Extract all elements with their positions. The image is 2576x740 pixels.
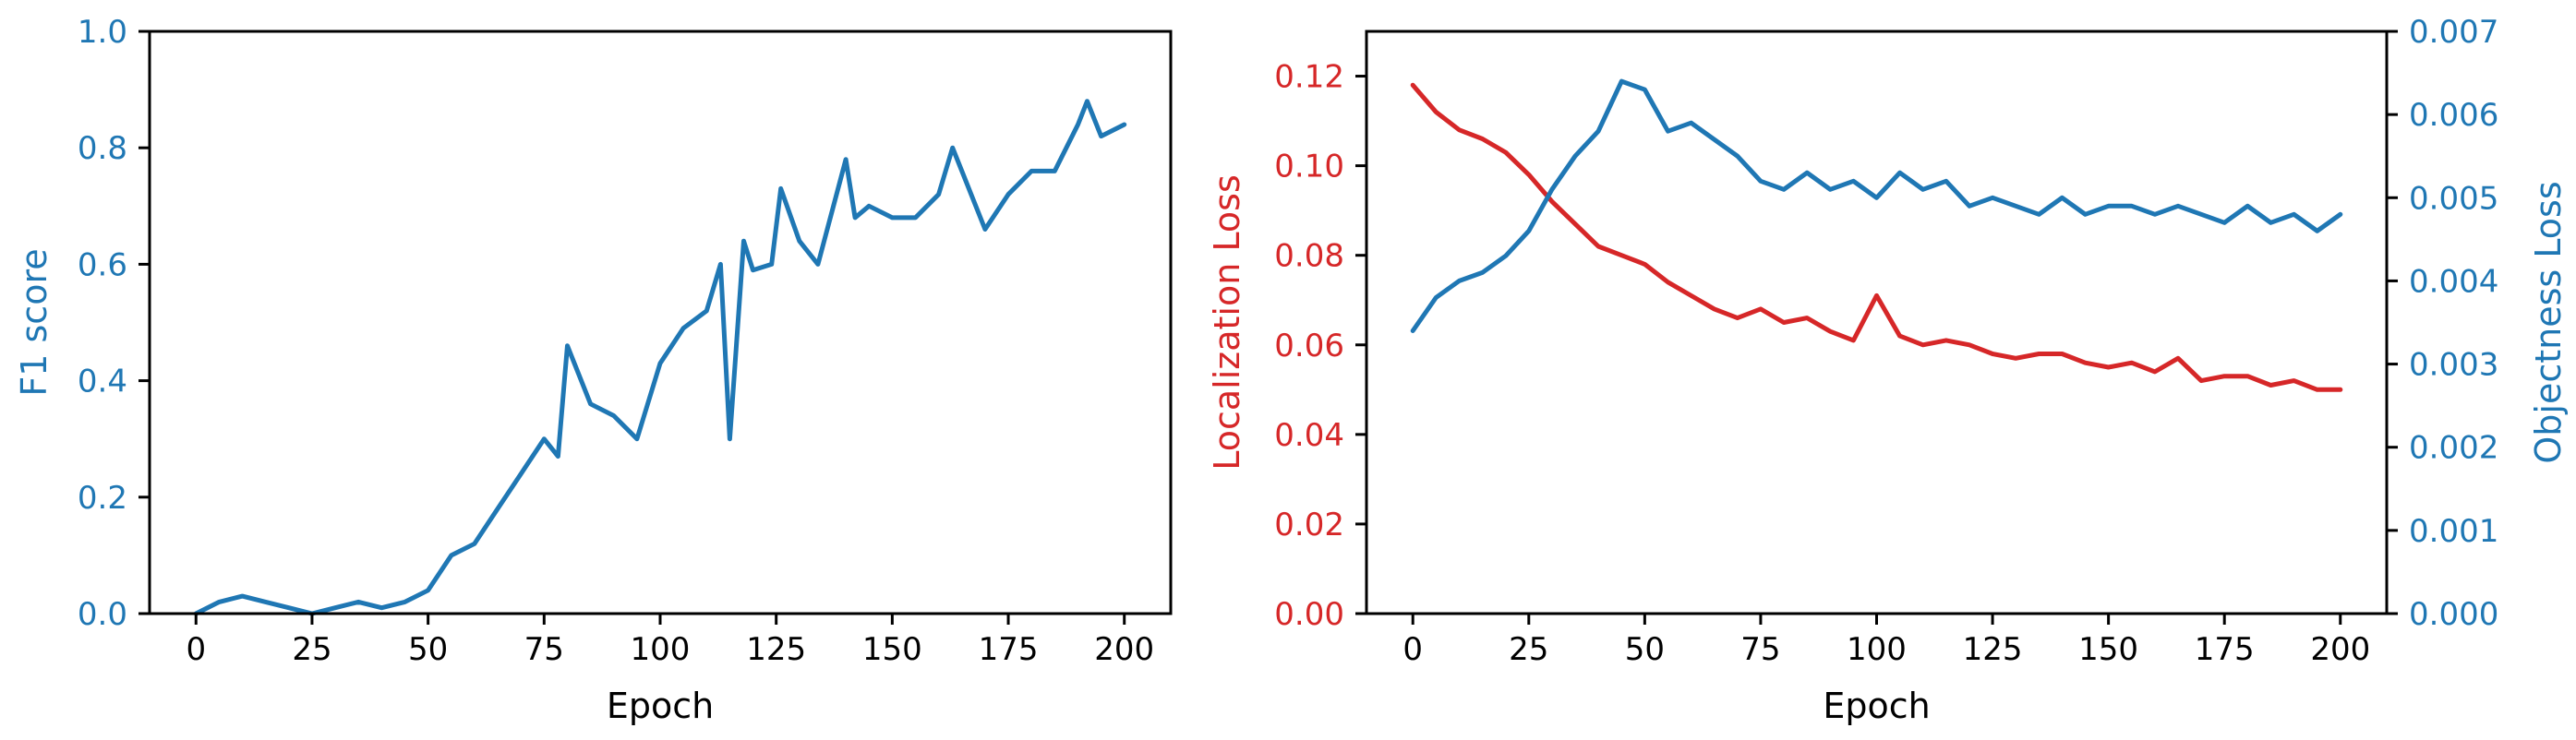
y-right-tick-label-1-7: 0.007 — [2409, 14, 2498, 51]
x-tick-label-0-0: 0 — [186, 631, 206, 668]
y-tick-label-0-2: 0.4 — [78, 364, 127, 400]
y-tick-label-0-4: 0.8 — [78, 130, 127, 167]
x-tick-label-1-4: 100 — [1847, 631, 1907, 668]
y-right-tick-label-1-3: 0.003 — [2409, 347, 2498, 384]
x-tick-label-0-5: 125 — [746, 631, 806, 668]
x-tick-label-1-1: 25 — [1509, 631, 1548, 668]
x-tick-label-1-5: 125 — [1963, 631, 2023, 668]
y-right-tick-label-1-4: 0.004 — [2409, 263, 2498, 300]
series-line-1-1 — [1410, 78, 2343, 333]
x-tick-label-0-3: 75 — [524, 631, 564, 668]
y-right-tick-label-1-1: 0.001 — [2409, 513, 2498, 550]
x-tick-label-1-6: 150 — [2078, 631, 2138, 668]
plot-frame-0 — [148, 30, 1173, 615]
x-axis-label-1: Epoch — [1823, 686, 1930, 726]
x-tick-label-1-3: 75 — [1740, 631, 1780, 668]
y-right-tick-label-1-2: 0.002 — [2409, 430, 2498, 467]
x-tick-label-1-7: 175 — [2195, 631, 2255, 668]
x-tick-label-0-7: 175 — [979, 631, 1039, 668]
x-tick-label-0-1: 25 — [292, 631, 331, 668]
series-line-1-0 — [1410, 82, 2343, 392]
y-right-tick-label-1-6: 0.006 — [2409, 97, 2498, 134]
y-tick-label-1-2: 0.04 — [1274, 417, 1344, 454]
x-tick-label-0-4: 100 — [631, 631, 691, 668]
x-tick-label-1-8: 200 — [2310, 631, 2370, 668]
x-tick-label-1-0: 0 — [1402, 631, 1423, 668]
y-tick-label-0-3: 0.6 — [78, 246, 127, 283]
y-tick-label-0-0: 0.0 — [78, 596, 127, 633]
y-tick-label-1-1: 0.02 — [1274, 507, 1344, 543]
y-tick-label-1-5: 0.10 — [1274, 149, 1344, 185]
y-tick-label-1-4: 0.08 — [1274, 238, 1344, 275]
y-tick-label-1-6: 0.12 — [1274, 59, 1344, 96]
y-tick-label-1-0: 0.00 — [1274, 596, 1344, 633]
y-right-tick-label-1-5: 0.005 — [2409, 180, 2498, 217]
y-axis-label-1: Localization Loss — [1207, 174, 1247, 471]
y-tick-label-1-3: 0.06 — [1274, 328, 1344, 364]
x-tick-label-0-6: 150 — [862, 631, 922, 668]
x-tick-label-0-8: 200 — [1094, 631, 1154, 668]
y-axis-label-0: F1 score — [14, 248, 54, 396]
y-right-axis-label-1: Objectness Loss — [2528, 181, 2569, 463]
series-line-0-0 — [193, 99, 1127, 616]
plot-frame-1 — [1365, 30, 2389, 615]
x-tick-label-0-2: 50 — [408, 631, 448, 668]
x-axis-label-0: Epoch — [607, 686, 714, 726]
y-tick-label-0-1: 0.2 — [78, 480, 127, 517]
y-tick-label-0-5: 1.0 — [78, 14, 127, 51]
y-right-tick-label-1-0: 0.000 — [2409, 596, 2498, 633]
x-tick-label-1-2: 50 — [1625, 631, 1665, 668]
